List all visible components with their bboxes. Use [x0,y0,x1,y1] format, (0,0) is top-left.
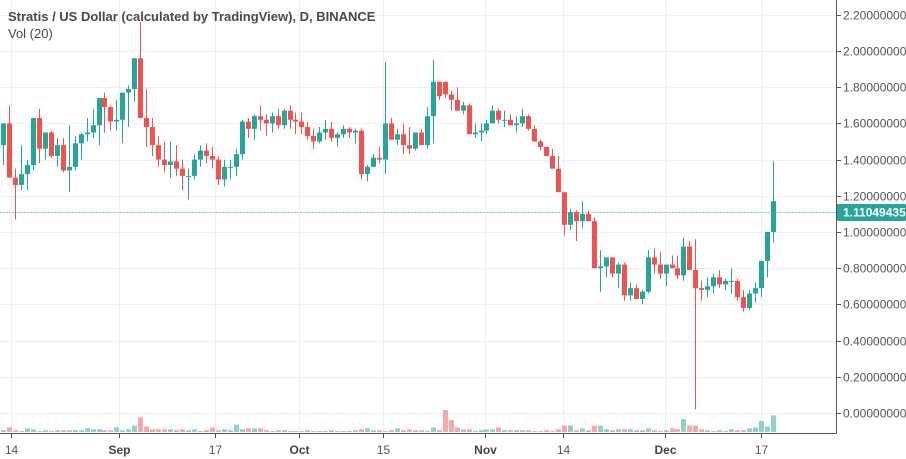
price-label: 2.20000000 [843,9,906,23]
time-label: 14 [5,443,19,457]
price-label: 0.80000000 [843,262,906,276]
price-label: 0.60000000 [843,298,906,312]
chart-title: Stratis / US Dollar (calculated by Tradi… [8,9,376,24]
price-label: 1.80000000 [843,81,906,95]
price-label: 0.00000000 [843,407,906,421]
last-price-badge: 1.11049435 [837,204,906,221]
time-label: Sep [108,443,130,457]
time-label: 15 [377,443,391,457]
grid [0,0,836,433]
price-label: 1.20000000 [843,190,906,204]
time-axis[interactable]: 14 Sep 17 Oct 15 Nov 14 Dec 17 [5,433,769,457]
time-label: Dec [654,443,676,457]
price-label: 1.60000000 [843,117,906,131]
last-price-value: 1.11049435 [843,206,906,220]
price-axis[interactable]: 2.20000000 2.00000000 1.80000000 1.60000000… [836,9,906,421]
time-label: 14 [557,443,571,457]
candlesticks [1,22,776,410]
time-label: Oct [289,443,309,457]
time-label: 17 [209,443,223,457]
volume-bars [1,409,776,432]
price-label: 2.00000000 [843,45,906,59]
price-label: 1.00000000 [843,226,906,240]
time-label: 17 [755,443,769,457]
price-label: 1.40000000 [843,154,906,168]
price-label: 0.20000000 [843,371,906,385]
price-label: 0.40000000 [843,335,906,349]
time-label: Nov [474,443,497,457]
volume-indicator-label[interactable]: Vol (20) [8,26,53,41]
